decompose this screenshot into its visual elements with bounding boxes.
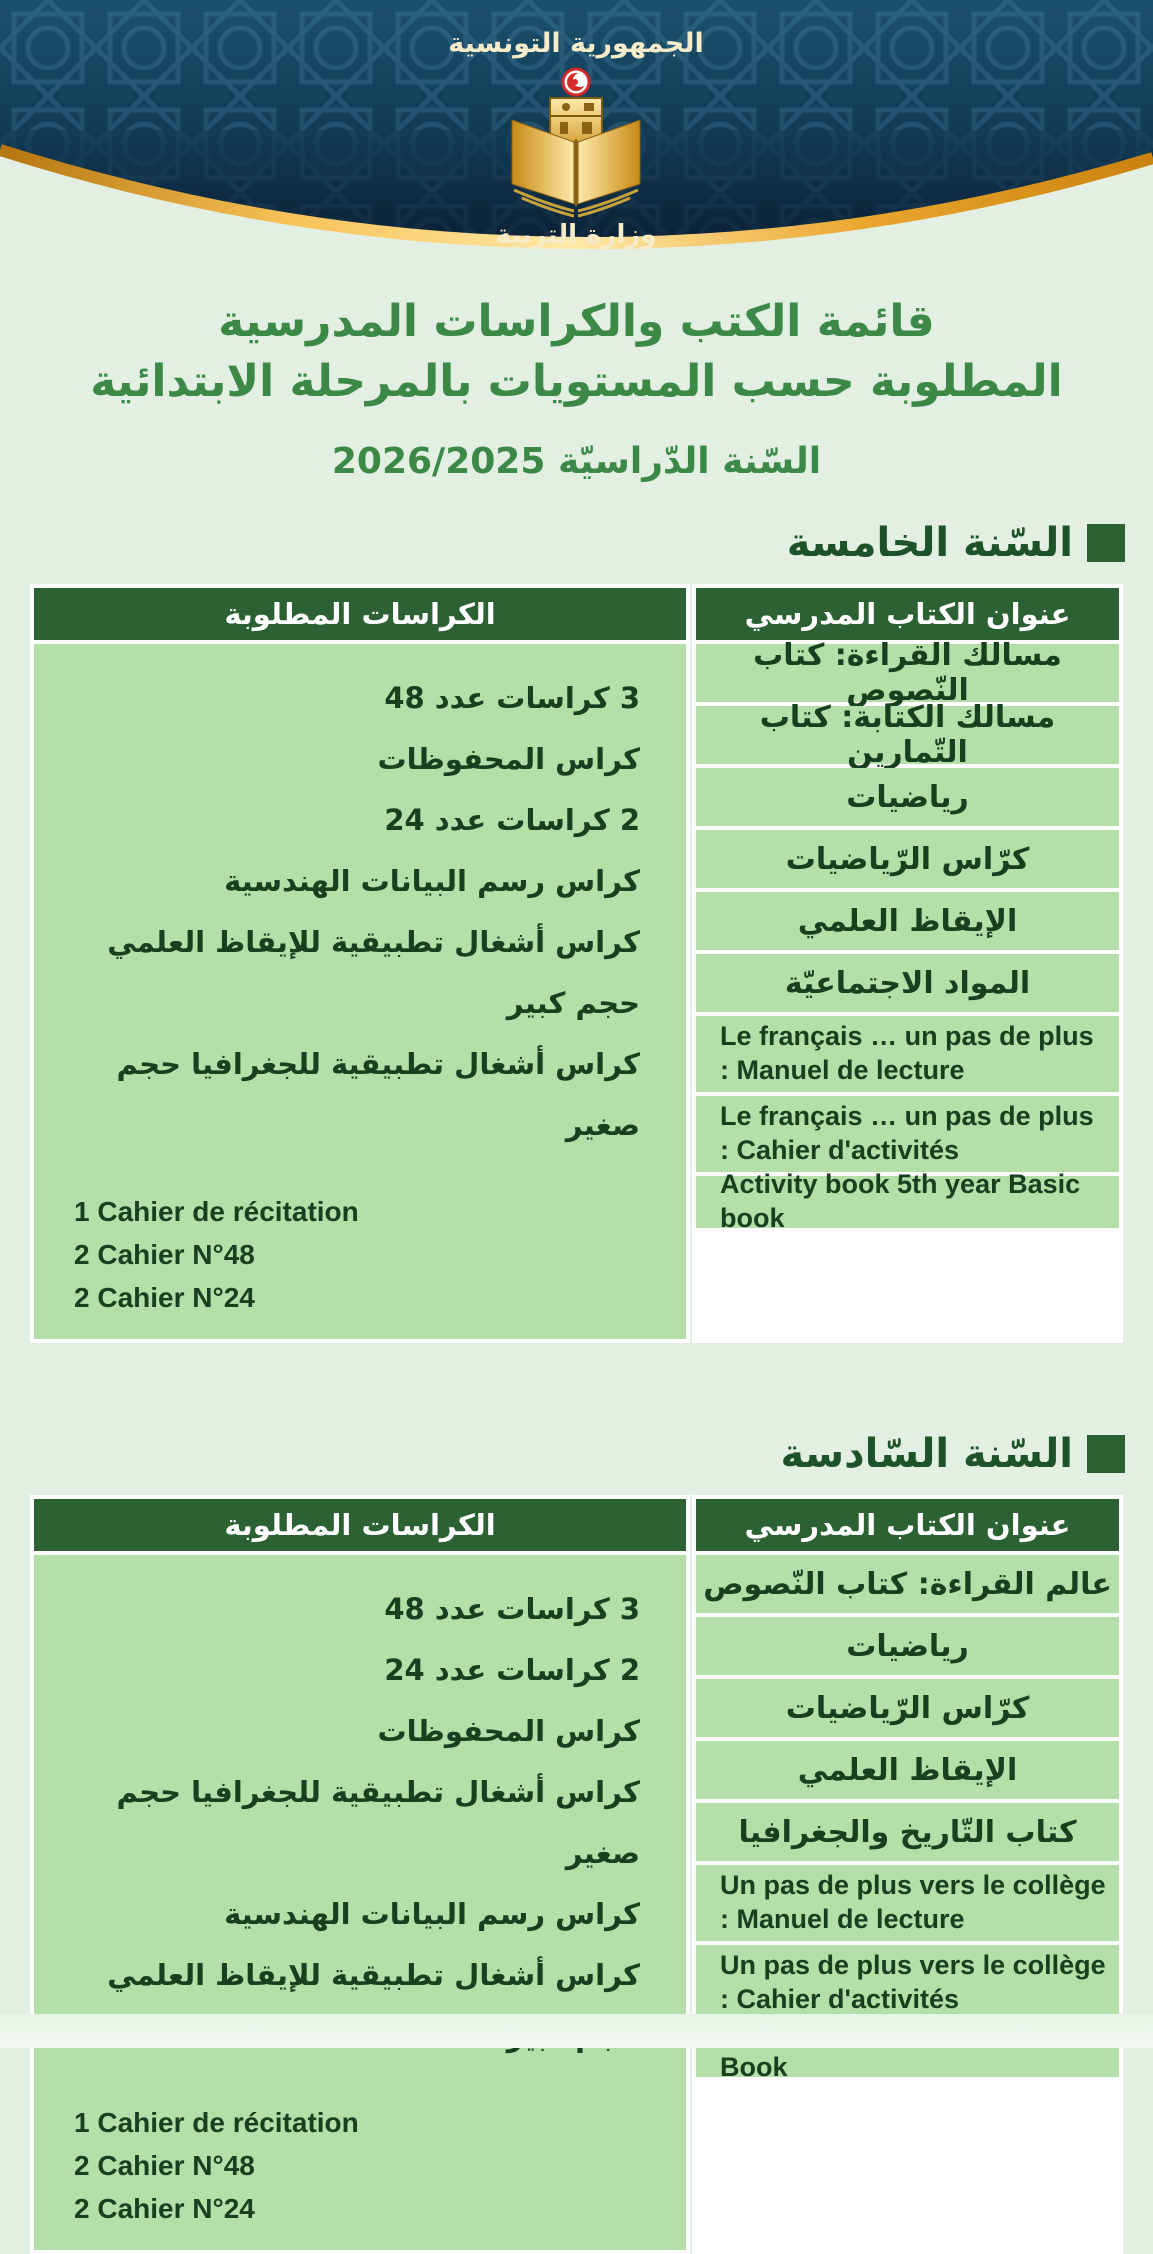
section-heading: السّنة الخامسة	[28, 516, 1125, 570]
book-title-cell: Le français … un pas de plus : Manuel de…	[696, 1016, 1119, 1092]
section-title: السّنة الخامسة	[786, 520, 1073, 566]
notebook-line-ar: كراس أشغال تطبيقية للإيقاظ العلمي حجم كب…	[107, 925, 640, 1020]
book-title-cell: الإيقاظ العلمي	[696, 1741, 1119, 1799]
notebooks-cell: 3 كراسات عدد 48 2 كراسات عدد 24 كراس المحف…	[34, 1555, 686, 2250]
notebook-line-fr: 1 Cahier de récitation	[74, 2107, 359, 2138]
notebooks-column-header: الكراسات المطلوبة	[34, 588, 686, 640]
books-table: عنوان الكتاب المدرسي مسالك القراءة: كتاب…	[0, 584, 1153, 1343]
book-title-cell: رياضيات	[696, 1617, 1119, 1675]
notebook-line-ar: كراس المحفوظات	[377, 1714, 640, 1748]
notebook-line-fr: 2 Cahier N°24	[74, 1282, 255, 1313]
books-column: عنوان الكتاب المدرسي مسالك القراءة: كتاب…	[692, 584, 1123, 1343]
header-banner: الجمهورية التونسية	[0, 0, 1153, 270]
gold-swoosh	[0, 144, 1153, 250]
section-bullet-square	[1087, 524, 1125, 562]
books-column-header: عنوان الكتاب المدرسي	[696, 588, 1119, 640]
book-title-cell: كتاب التّاريخ والجغرافيا	[696, 1803, 1119, 1861]
notebook-line-fr: 2 Cahier N°24	[74, 2193, 255, 2224]
book-title-cell: الإيقاظ العلمي	[696, 892, 1119, 950]
book-title-cell: المواد الاجتماعيّة	[696, 954, 1119, 1012]
notebook-line-ar: 2 كراسات عدد 24	[384, 803, 640, 837]
section-heading: السّنة السّادسة	[28, 1427, 1125, 1481]
open-book-icon	[511, 119, 641, 218]
book-title-cell: رياضيات	[696, 768, 1119, 826]
level-sections: السّنة الخامسة عنوان الكتاب المدرسي مسال…	[0, 516, 1153, 2254]
book-title-cell: مسالك الكتابة: كتاب التّمارين	[696, 700, 1119, 770]
notebooks-french-list: 1 Cahier de récitation 2 Cahier N°48 2 Cah…	[74, 1190, 640, 1319]
notebook-line-ar: كراس أشغال تطبيقية للجغرافيا حجم صغير	[116, 1047, 640, 1142]
page-title-line1: قائمة الكتب والكراسات المدرسية	[218, 296, 935, 347]
notebook-line-fr: 1 Cahier de récitation	[74, 1196, 359, 1227]
crescent-star-icon	[561, 67, 591, 97]
school-year-line: السّنة الدّراسيّة 2026/2025	[331, 441, 822, 482]
notebooks-arabic-list: 3 كراسات عدد 48 2 كراسات عدد 24 كراس المحف…	[74, 1579, 640, 2067]
section-title: السّنة السّادسة	[780, 1431, 1073, 1477]
ministry-calligraphy: وزارة التربية	[495, 220, 656, 250]
notebooks-column: الكراسات المطلوبة 3 كراسات عدد 48 2 كراسا…	[30, 1495, 690, 2254]
book-title-cell: Activity book 5th year Basic book	[696, 1169, 1119, 1233]
page-title-line2: المطلوبة حسب المستويات بالمرحلة الابتدائ…	[90, 356, 1063, 407]
level-section: السّنة الخامسة عنوان الكتاب المدرسي مسال…	[0, 516, 1153, 1343]
notebook-line-ar: كراس المحفوظات	[377, 742, 640, 776]
notebook-line-ar: كراس أشغال تطبيقية للإيقاظ العلمي حجم كب…	[107, 1958, 640, 2053]
book-title-cell: كرّاس الرّياضيات	[696, 1679, 1119, 1737]
bottom-fade-band	[0, 2014, 1153, 2048]
section-bullet-square	[1087, 1435, 1125, 1473]
notebook-line-ar: كراس أشغال تطبيقية للجغرافيا حجم صغير	[116, 1775, 640, 1870]
title-block: قائمة الكتب والكراسات المدرسية المطلوبة …	[0, 292, 1153, 486]
book-title-cell: كرّاس الرّياضيات	[696, 830, 1119, 888]
notebook-line-ar: 3 كراسات عدد 48	[384, 1592, 640, 1626]
notebook-line-ar: 3 كراسات عدد 48	[384, 681, 640, 715]
notebooks-french-list: 1 Cahier de récitation 2 Cahier N°48 2 Cah…	[74, 2101, 640, 2230]
republic-calligraphy: الجمهورية التونسية	[448, 28, 704, 59]
books-table: عنوان الكتاب المدرسي عالم القراءة: كتاب …	[0, 1495, 1153, 2254]
level-section: السّنة السّادسة عنوان الكتاب المدرسي عال…	[0, 1427, 1153, 2254]
notebooks-arabic-list: 3 كراسات عدد 48 كراس المحفوظات 2 كراسات عد…	[74, 668, 640, 1156]
header-banner-art: الجمهورية التونسية	[0, 0, 1153, 250]
notebook-line-fr: 2 Cahier N°48	[74, 1239, 255, 1270]
book-title-cell: Le français … un pas de plus : Cahier d'…	[696, 1096, 1119, 1172]
notebook-line-ar: 2 كراسات عدد 24	[384, 1653, 640, 1687]
books-column: عنوان الكتاب المدرسي عالم القراءة: كتاب …	[692, 1495, 1123, 2254]
notebook-line-fr: 2 Cahier N°48	[74, 2150, 255, 2181]
notebook-line-ar: كراس رسم البيانات الهندسية	[224, 864, 640, 898]
notebooks-column: الكراسات المطلوبة 3 كراسات عدد 48 كراس ال…	[30, 584, 690, 1343]
ministry-logo: الجمهورية التونسية	[448, 28, 704, 250]
book-title-cell: Un pas de plus vers le collège : Manuel …	[696, 1865, 1119, 1941]
book-title-cell: عالم القراءة: كتاب النّصوص	[696, 1555, 1119, 1613]
books-column-header: عنوان الكتاب المدرسي	[696, 1499, 1119, 1551]
book-title-cell: مسالك القراءة: كتاب النّصوص	[696, 638, 1119, 708]
notebooks-column-header: الكراسات المطلوبة	[34, 1499, 686, 1551]
book-title-cell: Un pas de plus vers le collège : Cahier …	[696, 1945, 1119, 2021]
notebook-line-ar: كراس رسم البيانات الهندسية	[224, 1897, 640, 1931]
notebooks-cell: 3 كراسات عدد 48 كراس المحفوظات 2 كراسات عد…	[34, 644, 686, 1339]
